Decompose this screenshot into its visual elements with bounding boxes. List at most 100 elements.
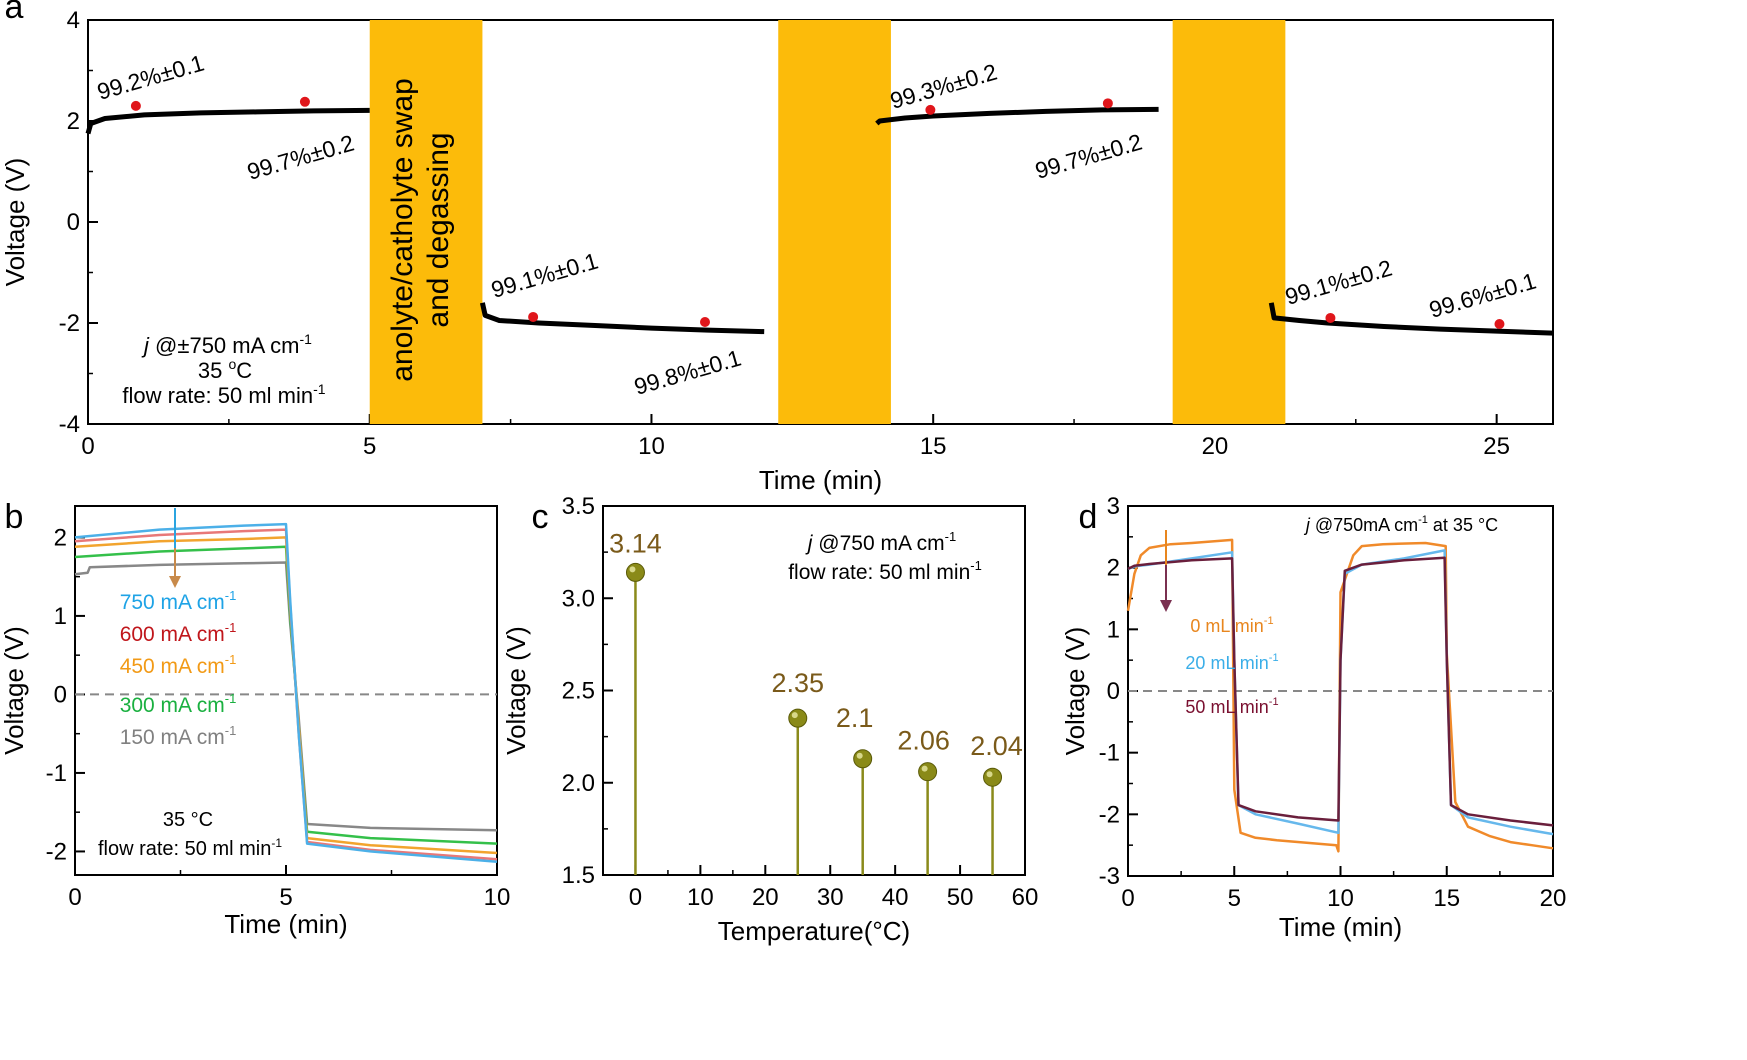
text-span: @±750 mA cm bbox=[149, 333, 300, 358]
x-tick-label: 10 bbox=[1327, 885, 1354, 912]
point-highlight bbox=[986, 771, 993, 778]
y-tick-label: -1 bbox=[1099, 740, 1120, 767]
x-tick-label: 25 bbox=[1483, 433, 1510, 460]
x-tick-label: 0 bbox=[68, 884, 81, 911]
region-label: anolyte/catholyte swap bbox=[386, 78, 419, 382]
y-tick-label: 0 bbox=[67, 209, 80, 236]
panel-0-axes: 0 5 10 15 20 25 -4 -2 0 2 4 Time (min) Voltage (V) an… bbox=[0, 7, 1554, 495]
text-span: 150 mA cm bbox=[120, 726, 225, 749]
x-axis-label: Temperature(°C) bbox=[718, 916, 910, 946]
data-point bbox=[853, 749, 873, 769]
x-tick-label: 10 bbox=[484, 884, 511, 911]
series-line bbox=[74, 522, 498, 863]
text-span: at 35 °C bbox=[1428, 515, 1498, 535]
x-tick-label: 15 bbox=[920, 433, 947, 460]
superscript: -1 bbox=[225, 691, 237, 706]
region-label: and degassing bbox=[422, 132, 455, 327]
y-tick-label: -4 bbox=[59, 411, 80, 438]
superscript: -1 bbox=[225, 652, 237, 667]
data-point bbox=[625, 562, 645, 582]
text-span: 50 mL min bbox=[1185, 697, 1268, 717]
x-tick-label: 5 bbox=[1228, 885, 1241, 912]
condition-line: 35 oC bbox=[198, 356, 252, 383]
y-axis-label: Voltage (V) bbox=[0, 626, 29, 755]
x-tick-label: 20 bbox=[1202, 433, 1229, 460]
text-span: 300 mA cm bbox=[120, 694, 225, 717]
data-point bbox=[918, 762, 938, 782]
superscript: -1 bbox=[1269, 652, 1279, 664]
y-tick-label: 1 bbox=[1107, 616, 1120, 643]
arrow-head bbox=[1160, 600, 1172, 612]
x-tick-label: 0 bbox=[1121, 885, 1134, 912]
condition-line: flow rate: 50 ml min-1 bbox=[788, 558, 982, 584]
y-tick-label: -2 bbox=[1099, 801, 1120, 828]
legend-label: 750 mA cm-1 bbox=[120, 588, 237, 614]
x-tick-label: 15 bbox=[1433, 885, 1460, 912]
efficiency-annotation: 99.7%±0.2 bbox=[244, 130, 357, 185]
text-span: 750 mA cm bbox=[120, 591, 225, 614]
data-point bbox=[299, 96, 310, 107]
text-span: 20 mL min bbox=[1185, 653, 1268, 673]
x-tick-label: 5 bbox=[279, 884, 292, 911]
x-tick-label: 5 bbox=[363, 433, 376, 460]
panel-letter: a bbox=[5, 0, 24, 26]
efficiency-annotation: 99.7%±0.2 bbox=[1032, 129, 1145, 184]
y-tick-label: 0 bbox=[1107, 678, 1120, 705]
text-span: flow rate: 50 ml min bbox=[788, 561, 970, 584]
data-label: 3.14 bbox=[609, 528, 662, 558]
y-tick-label: 2.0 bbox=[562, 770, 595, 797]
legend-label: 20 mL min-1 bbox=[1185, 652, 1278, 673]
shaded-region bbox=[778, 20, 891, 424]
data-label: 2.06 bbox=[897, 726, 950, 756]
efficiency-annotation: 99.2%±0.1 bbox=[94, 50, 207, 105]
y-tick-label: 2 bbox=[67, 108, 80, 135]
superscript: -1 bbox=[271, 836, 282, 850]
efficiency-annotation: 99.1%±0.2 bbox=[1282, 255, 1395, 310]
superscript: -1 bbox=[225, 620, 237, 635]
point-highlight bbox=[791, 712, 798, 719]
data-label: 2.04 bbox=[970, 731, 1023, 761]
y-tick-label: 2 bbox=[54, 524, 67, 551]
efficiency-annotation: 99.1%±0.1 bbox=[488, 248, 601, 303]
panel-2-axes: 0 10 20 30 40 50 60 1.5 2.0 2.5 3.0 3.5 Temperature(… bbox=[501, 493, 1038, 946]
superscript: -1 bbox=[970, 558, 982, 573]
series-line bbox=[85, 107, 370, 135]
y-tick-label: 3 bbox=[1107, 493, 1120, 520]
data-point bbox=[788, 708, 808, 728]
text-span: @750mA cm bbox=[1310, 515, 1418, 535]
y-axis-label: Voltage (V) bbox=[1060, 627, 1090, 756]
y-tick-label: 4 bbox=[67, 7, 80, 34]
series-line bbox=[479, 302, 765, 335]
x-axis-label: Time (min) bbox=[1279, 912, 1402, 942]
condition-line: j @750mA cm-1 at 35 °C bbox=[1303, 514, 1498, 535]
y-tick-label: 1 bbox=[54, 603, 67, 630]
arrow-head bbox=[169, 576, 181, 588]
text-span: 0 mL min bbox=[1190, 616, 1263, 636]
superscript: -1 bbox=[225, 588, 237, 603]
data-point bbox=[1102, 98, 1113, 109]
data-point bbox=[130, 100, 141, 111]
legend-label: 0 mL min-1 bbox=[1190, 615, 1273, 636]
text-span: flow rate: 50 ml min bbox=[98, 838, 271, 860]
superscript: -1 bbox=[1418, 514, 1428, 526]
x-tick-label: 40 bbox=[882, 884, 909, 911]
x-tick-label: 10 bbox=[638, 433, 665, 460]
x-tick-label: 10 bbox=[687, 884, 714, 911]
y-tick-label: 3.0 bbox=[562, 585, 595, 612]
x-tick-label: 20 bbox=[1540, 885, 1567, 912]
y-axis-label: Voltage (V) bbox=[501, 626, 531, 755]
y-tick-label: -3 bbox=[1099, 863, 1120, 890]
text-span: 450 mA cm bbox=[120, 655, 225, 678]
text-span: 600 mA cm bbox=[120, 623, 225, 646]
superscript: -1 bbox=[313, 381, 326, 397]
y-tick-label: -1 bbox=[46, 760, 67, 787]
legend-label: 300 mA cm-1 bbox=[120, 691, 237, 717]
series-line bbox=[875, 106, 1159, 126]
x-axis-label: Time (min) bbox=[224, 909, 347, 939]
legend-label: 600 mA cm-1 bbox=[120, 620, 237, 646]
point-highlight bbox=[921, 765, 928, 772]
panel-letter: d bbox=[1079, 498, 1098, 536]
text-span: 35 bbox=[198, 358, 229, 383]
legend-label: 50 mL min-1 bbox=[1185, 696, 1278, 717]
